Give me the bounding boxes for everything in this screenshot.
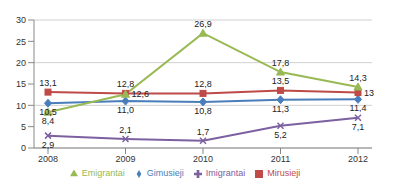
svg-text:11,3: 11,3: [272, 104, 289, 114]
html-text:Gimusieji: Gimusieji: [146, 168, 184, 178]
html-text:Emigrantai: Emigrantai: [81, 168, 125, 178]
svg-text:12,8: 12,8: [117, 79, 135, 89]
svg-text:1,7: 1,7: [197, 127, 210, 137]
svg-text:14,3: 14,3: [349, 73, 367, 83]
html-text:Mirusieji: Mirusieji: [267, 168, 301, 178]
svg-text:13,5: 13,5: [272, 76, 290, 86]
svg-text:2008: 2008: [38, 154, 58, 164]
svg-text:13,1: 13,1: [39, 78, 57, 88]
svg-text:26,9: 26,9: [194, 19, 212, 29]
svg-text:7,1: 7,1: [352, 122, 365, 132]
html-text:Imigrantai: Imigrantai: [205, 168, 246, 178]
svg-text:5,2: 5,2: [274, 130, 287, 140]
svg-text:10,8: 10,8: [194, 106, 212, 116]
svg-text:15: 15: [16, 79, 26, 89]
svg-text:20: 20: [16, 58, 26, 68]
svg-text:11,0: 11,0: [117, 105, 134, 115]
svg-text:10,5: 10,5: [39, 107, 57, 118]
svg-text:17,8: 17,8: [272, 58, 290, 68]
svg-text:5: 5: [21, 122, 26, 132]
svg-text:2,1: 2,1: [119, 125, 132, 135]
svg-text:11,4: 11,4: [350, 103, 367, 113]
svg-text:2010: 2010: [193, 154, 213, 164]
svg-text:0: 0: [21, 143, 26, 153]
svg-text:30: 30: [16, 15, 26, 25]
svg-text:12,8: 12,8: [194, 79, 212, 89]
svg-text:12,6: 12,6: [132, 89, 150, 99]
svg-text:2009: 2009: [115, 154, 135, 164]
svg-text:13: 13: [364, 88, 374, 98]
svg-text:10: 10: [16, 101, 26, 111]
svg-text:2,9: 2,9: [42, 140, 55, 150]
svg-text:8,4: 8,4: [42, 116, 55, 126]
svg-text:25: 25: [16, 37, 26, 47]
svg-text:2012: 2012: [348, 154, 368, 164]
svg-text:2011: 2011: [271, 154, 290, 164]
